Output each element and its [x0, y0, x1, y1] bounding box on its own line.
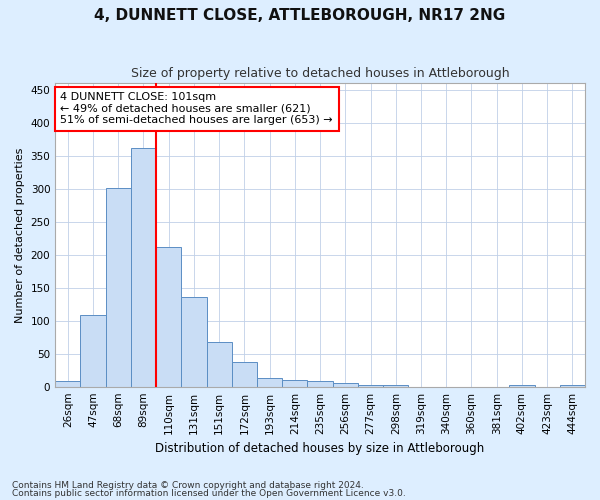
Bar: [509, 384, 535, 386]
Text: Contains public sector information licensed under the Open Government Licence v3: Contains public sector information licen…: [12, 489, 406, 498]
Bar: [560, 384, 585, 386]
Text: 4, DUNNETT CLOSE, ATTLEBOROUGH, NR17 2NG: 4, DUNNETT CLOSE, ATTLEBOROUGH, NR17 2NG: [94, 8, 506, 22]
Bar: [282, 380, 307, 386]
Bar: [156, 246, 181, 386]
Bar: [307, 380, 332, 386]
Bar: [257, 378, 282, 386]
Title: Size of property relative to detached houses in Attleborough: Size of property relative to detached ho…: [131, 68, 509, 80]
Bar: [80, 316, 106, 386]
Bar: [131, 148, 156, 386]
Bar: [55, 382, 80, 386]
Text: 4 DUNNETT CLOSE: 101sqm
← 49% of detached houses are smaller (621)
51% of semi-d: 4 DUNNETT CLOSE: 101sqm ← 49% of detache…: [61, 92, 333, 126]
Text: Contains HM Land Registry data © Crown copyright and database right 2024.: Contains HM Land Registry data © Crown c…: [12, 480, 364, 490]
X-axis label: Distribution of detached houses by size in Attleborough: Distribution of detached houses by size …: [155, 442, 485, 455]
Bar: [332, 382, 358, 386]
Y-axis label: Number of detached properties: Number of detached properties: [15, 147, 25, 322]
Bar: [232, 362, 257, 386]
Bar: [106, 188, 131, 386]
Bar: [181, 297, 206, 386]
Bar: [206, 342, 232, 386]
Bar: [383, 384, 409, 386]
